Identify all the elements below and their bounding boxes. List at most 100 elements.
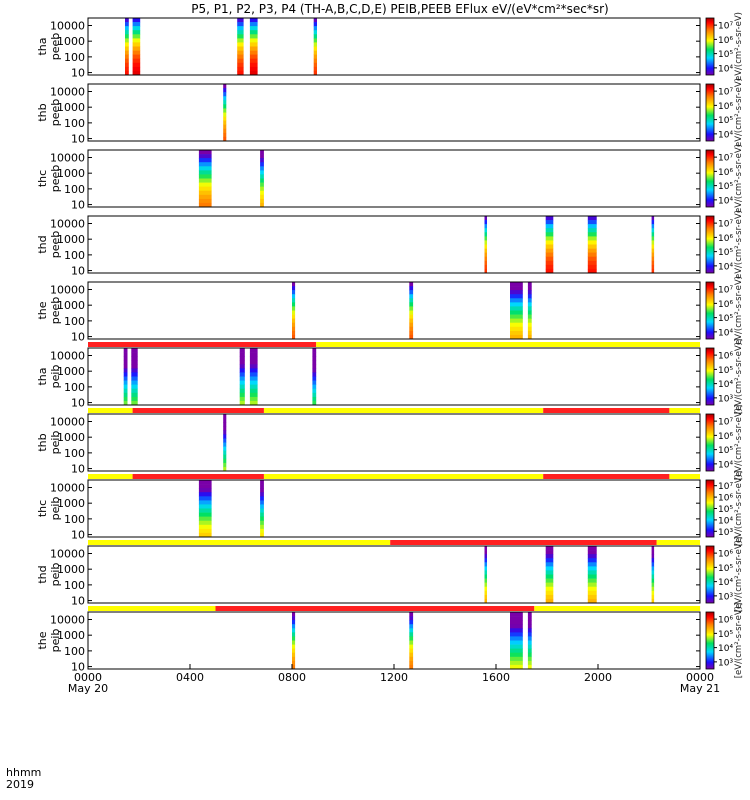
mode-segment: [132, 474, 264, 479]
spectrum-cell: [409, 616, 414, 621]
spectrum-cell: [587, 562, 597, 567]
spectrum-cell: [312, 360, 317, 365]
y-tick-label: 1000: [57, 35, 85, 48]
burst-the-peib-1: [409, 612, 414, 670]
burst-thd-peib-0: [484, 546, 487, 604]
spectrum-cell: [292, 624, 296, 629]
mode-bars: [88, 342, 701, 611]
spectrum-cell: [587, 268, 597, 274]
spectrum-cell: [527, 632, 532, 637]
y-tick-label: 1000: [57, 497, 85, 510]
colorbar-unit-label: [eV/(cm²-s-sr-eV)]: [734, 603, 744, 679]
burst-the-peeb-1: [409, 282, 414, 340]
spectrum-cell: [260, 158, 264, 163]
spectrum-cell: [313, 58, 317, 64]
burst-tha-peib-4: [312, 348, 317, 406]
spectrum-cell: [239, 356, 245, 361]
spectrum-cell: [223, 462, 227, 468]
spectrum-cell: [312, 396, 317, 402]
spectrum-cell: [527, 624, 532, 629]
colorbar: [705, 413, 715, 472]
spectrum-cell: [545, 578, 554, 583]
burst-tha-peeb-1: [132, 18, 141, 76]
spectrum-cell: [237, 38, 244, 43]
spectrum-cell: [545, 566, 554, 571]
colorbar-tick-label: 10⁵: [718, 446, 733, 456]
spectrum-cell: [313, 30, 317, 35]
spectrum-cell: [260, 194, 264, 200]
spectrum-cell: [313, 42, 317, 47]
spectrum-cell: [237, 30, 244, 35]
y-tick-label: 10: [71, 133, 85, 146]
spectrum-cell: [223, 466, 227, 472]
spectrum-cell: [409, 294, 414, 299]
colorbar: [705, 545, 715, 604]
spectrum-cell: [239, 368, 245, 373]
y-tick-label: 100: [64, 117, 85, 130]
footer-year: 2019: [6, 778, 34, 791]
spectrum-cell: [125, 70, 129, 76]
spectrum-cell: [312, 392, 317, 398]
spectrum-cell: [313, 34, 317, 39]
spectrum-cell: [409, 640, 414, 645]
spectrum-cell: [545, 562, 554, 567]
colorbar-tick-label: 10⁶: [718, 168, 733, 178]
spectrum-cell: [409, 290, 414, 295]
spectrum-cell: [249, 376, 258, 381]
x-tick-label: 1600: [482, 671, 510, 684]
spectrum-cell: [527, 298, 532, 303]
spectrum-cell: [292, 660, 296, 666]
spectrum-cell: [527, 648, 532, 653]
x-tick-date: May 21: [680, 682, 720, 695]
spectrum-cell: [249, 372, 258, 377]
spectrum-cell: [125, 42, 129, 47]
spectrum-cell: [313, 38, 317, 43]
panel-label-probe: tha: [36, 367, 49, 385]
spectrum-cell: [409, 314, 414, 319]
colorbar: [705, 149, 715, 208]
panel-label-probe: tha: [36, 37, 49, 55]
spectrum-cell: [249, 364, 258, 369]
spectrum-cell: [260, 504, 264, 509]
spectrum-cell: [651, 252, 655, 257]
spectrum-cell: [484, 244, 487, 249]
colorbar-tick-label: 10⁶: [718, 352, 733, 362]
spectrum-cell: [260, 532, 264, 538]
x-tick-label: 1200: [380, 671, 408, 684]
mode-segment: [88, 474, 133, 479]
spectrum-cell: [527, 656, 532, 662]
spectrum-cell: [123, 352, 128, 357]
spectrum-cell: [527, 660, 532, 666]
burst-thc-peeb-0: [198, 150, 212, 208]
spectrum-cell: [409, 620, 414, 625]
burst-thc-peib-0: [198, 480, 212, 538]
spectrum-cell: [132, 22, 141, 27]
spectrum-cell: [260, 528, 264, 534]
colorbar-tick-label: 10⁵: [718, 182, 733, 192]
spectrum-cell: [123, 392, 128, 398]
spectrum-cell: [123, 356, 128, 361]
spectrum-cell: [237, 58, 244, 64]
spectrum-cell: [198, 202, 212, 208]
spectrum-cell: [249, 380, 258, 385]
spectrum-cell: [239, 396, 245, 402]
spectrum-cell: [223, 128, 227, 134]
spectrum-cell: [249, 42, 258, 47]
spectrum-cell: [198, 186, 212, 191]
spectrum-cell: [198, 508, 212, 513]
y-tick-label: 1000: [57, 365, 85, 378]
y-tick-label: 1000: [57, 233, 85, 246]
y-tick-label: 100: [64, 315, 85, 328]
spectrum-cell: [260, 508, 264, 513]
burst-thd-peeb-0: [484, 216, 487, 274]
spectrum-cell: [651, 554, 655, 559]
spectrum-cell: [510, 318, 523, 323]
spectrum-cell: [587, 550, 597, 555]
burst-tha-peib-2: [239, 348, 245, 406]
colorbar: [705, 215, 715, 274]
spectrum-cell: [312, 380, 317, 385]
spectrum-cell: [545, 268, 554, 274]
